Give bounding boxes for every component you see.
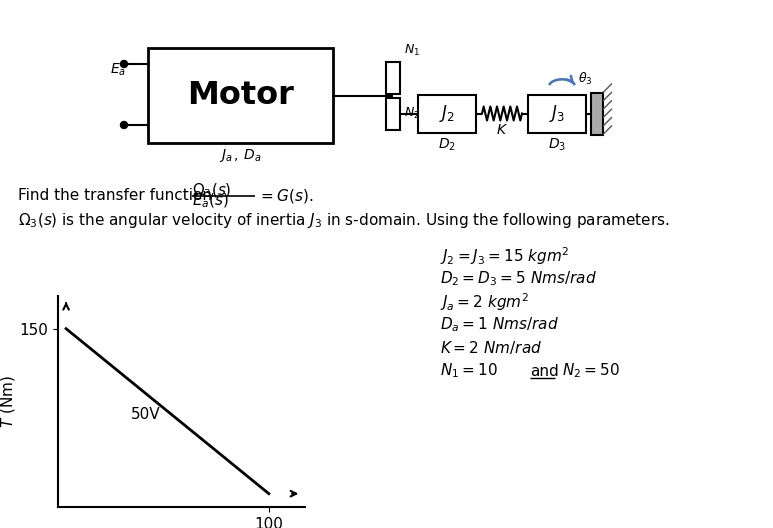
Text: $E_a(s)$: $E_a(s)$ [192, 192, 229, 210]
Text: $N_2 = 50$: $N_2 = 50$ [562, 362, 620, 380]
Text: $N_2$: $N_2$ [404, 106, 420, 121]
Text: $= G(s).$: $= G(s).$ [258, 187, 314, 205]
Text: $\Omega_3(s)$: $\Omega_3(s)$ [192, 182, 232, 200]
Text: and: and [530, 363, 559, 379]
Text: Find the transfer function: Find the transfer function [18, 188, 212, 203]
Bar [148, 48, 333, 143]
Text: $E_a$: $E_a$ [110, 62, 126, 78]
Text: $N_1 = 10$: $N_1 = 10$ [440, 362, 498, 380]
Bar [386, 61, 400, 93]
Bar [386, 98, 400, 129]
Text: Motor: Motor [187, 80, 294, 111]
Bar [591, 92, 603, 135]
Text: $D_3$: $D_3$ [548, 136, 566, 153]
Text: $J_2$: $J_2$ [439, 103, 455, 124]
Text: $K = 2\ Nm/rad$: $K = 2\ Nm/rad$ [440, 340, 542, 356]
Y-axis label: $T$ (Nm): $T$ (Nm) [0, 375, 16, 428]
Text: $D_a= 1\ Nms/rad$: $D_a= 1\ Nms/rad$ [440, 316, 559, 334]
Text: $J_a\,,\,D_a$: $J_a\,,\,D_a$ [220, 147, 262, 165]
Circle shape [121, 61, 128, 68]
Text: $D_2$: $D_2$ [438, 136, 456, 153]
Text: $\Omega_3(s)$ is the angular velocity of inertia $J_3$ in s-domain. Using the fo: $\Omega_3(s)$ is the angular velocity of… [18, 211, 669, 230]
Bar [528, 95, 586, 133]
Text: $\theta_3$: $\theta_3$ [578, 70, 593, 87]
Text: $J_2 = J_3= 15\ kgm^2$: $J_2 = J_3= 15\ kgm^2$ [440, 245, 570, 267]
Text: $K$: $K$ [496, 122, 508, 137]
Bar [418, 95, 476, 133]
Text: $J_a = 2\ kgm^2$: $J_a = 2\ kgm^2$ [440, 291, 530, 313]
Circle shape [121, 121, 128, 128]
Text: $N_1$: $N_1$ [404, 43, 420, 59]
Text: $D_2 = D_3= 5\ Nms/rad$: $D_2 = D_3= 5\ Nms/rad$ [440, 270, 597, 288]
Text: 50V: 50V [131, 407, 161, 422]
Text: $J_3$: $J_3$ [549, 103, 565, 124]
